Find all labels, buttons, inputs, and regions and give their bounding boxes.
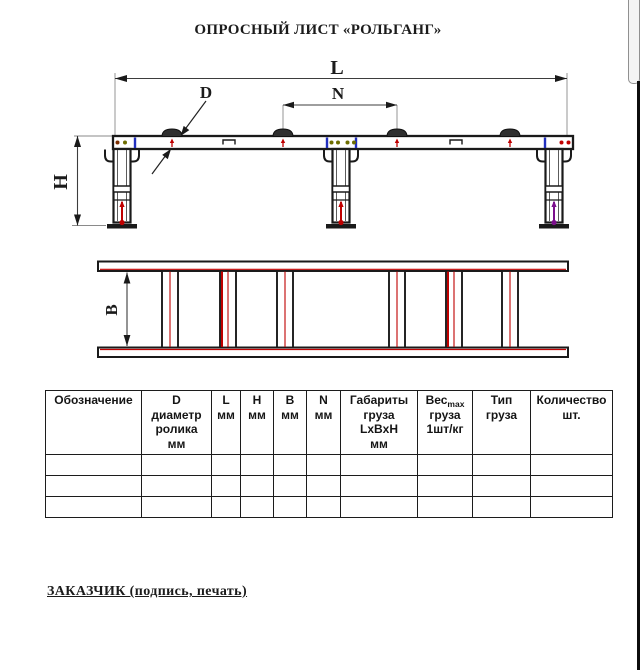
page-title: ОПРОСНЫЙ ЛИСТ «РОЛЬГАНГ» bbox=[194, 22, 442, 38]
dimension-label-B: B bbox=[102, 304, 121, 315]
dimension-H: H bbox=[50, 135, 134, 226]
max-subscript: max bbox=[447, 399, 465, 409]
bottom-rail bbox=[97, 346, 569, 358]
dimension-L: L bbox=[114, 57, 568, 135]
dimension-label-D: D bbox=[200, 83, 212, 102]
empty-input-row[interactable] bbox=[45, 475, 613, 497]
col-header-quantity: Количество шт. bbox=[530, 390, 613, 455]
support-legs bbox=[103, 147, 573, 230]
roller-axis-arrowheads bbox=[169, 138, 513, 143]
dimension-D: D bbox=[151, 83, 212, 175]
specification-table: Обозначение D диаметр ролика мм L мм H м… bbox=[45, 390, 613, 518]
top-rail bbox=[97, 260, 569, 272]
beam-fastener-dots bbox=[115, 140, 571, 145]
scrollbar-thumb[interactable] bbox=[628, 0, 640, 84]
col-header-cargo-dimensions: Габариты груза LxBxH мм bbox=[340, 390, 418, 455]
col-header-designation: Обозначение bbox=[45, 390, 142, 455]
empty-input-row[interactable] bbox=[45, 454, 613, 476]
rail-red-edges bbox=[100, 268, 566, 351]
beam-blue-marks bbox=[133, 137, 547, 148]
dimension-N: N bbox=[282, 84, 398, 129]
empty-input-row[interactable] bbox=[45, 496, 613, 518]
rollers-plan bbox=[161, 270, 519, 349]
dimension-label-N: N bbox=[332, 84, 345, 103]
roller-domes bbox=[161, 128, 521, 137]
col-header-cargo-type: Тип груза bbox=[472, 390, 531, 455]
customer-signature-label: ЗАКАЗЧИК (подпись, печать) bbox=[47, 584, 248, 599]
beam-notches bbox=[222, 139, 463, 145]
col-header-H: H мм bbox=[240, 390, 274, 455]
page-edge-line bbox=[637, 81, 640, 670]
dimension-label-L: L bbox=[330, 57, 343, 79]
col-header-B: В мм bbox=[273, 390, 307, 455]
dimension-label-H: H bbox=[50, 174, 72, 190]
col-header-N: N мм bbox=[306, 390, 341, 455]
side-view: L N D bbox=[50, 57, 575, 230]
col-header-max-weight: Весmax груза 1шт/кг bbox=[417, 390, 473, 455]
top-view: B bbox=[97, 260, 569, 358]
col-header-roller-diameter: D диаметр ролика мм bbox=[141, 390, 212, 455]
screw-foot-left bbox=[119, 200, 125, 226]
col-header-L: L мм bbox=[211, 390, 241, 455]
screw-foot-middle bbox=[338, 200, 344, 226]
drive-roller-marks bbox=[221, 271, 449, 347]
conveyor-beam bbox=[111, 134, 575, 151]
screw-foot-right bbox=[551, 200, 557, 226]
dimension-B: B bbox=[102, 272, 131, 346]
header-row: Обозначение D диаметр ролика мм L мм H м… bbox=[45, 390, 613, 455]
